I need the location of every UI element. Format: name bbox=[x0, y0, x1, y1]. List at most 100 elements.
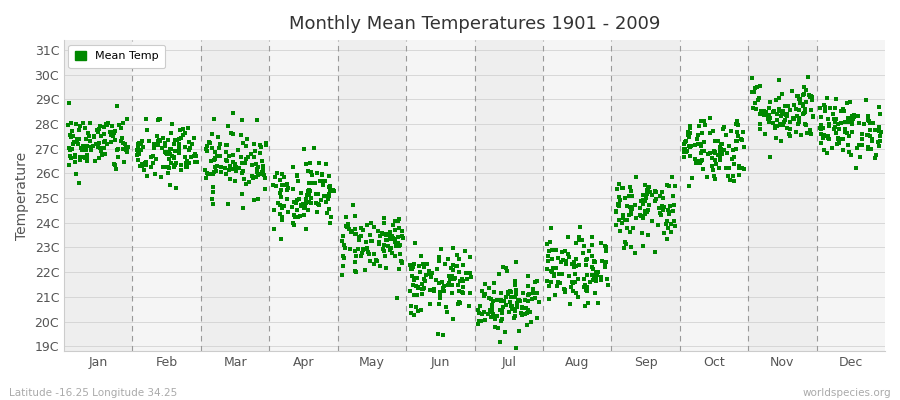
Point bbox=[729, 138, 743, 145]
Point bbox=[97, 124, 112, 130]
Point bbox=[770, 97, 784, 104]
Point bbox=[508, 259, 523, 266]
Point bbox=[500, 289, 515, 295]
Point bbox=[67, 139, 81, 146]
Point bbox=[854, 142, 868, 148]
Point bbox=[301, 168, 315, 174]
Point bbox=[616, 245, 631, 251]
Point bbox=[493, 290, 508, 296]
Point bbox=[796, 83, 811, 90]
Point bbox=[624, 188, 638, 194]
Point bbox=[92, 155, 106, 162]
Point bbox=[504, 288, 518, 295]
Point bbox=[172, 136, 186, 142]
Point bbox=[79, 136, 94, 142]
Point bbox=[166, 154, 181, 160]
Point bbox=[113, 138, 128, 144]
Point bbox=[868, 127, 882, 133]
Point bbox=[520, 322, 535, 328]
Point bbox=[413, 253, 428, 260]
Point bbox=[843, 99, 858, 106]
Point bbox=[485, 311, 500, 317]
Point bbox=[320, 161, 334, 167]
Point bbox=[711, 138, 725, 144]
Point bbox=[432, 258, 446, 264]
Point bbox=[857, 121, 871, 127]
Point bbox=[236, 205, 250, 212]
Point bbox=[512, 297, 526, 303]
Point bbox=[172, 146, 186, 152]
Point bbox=[599, 275, 614, 282]
Point bbox=[794, 132, 808, 138]
Point bbox=[454, 289, 469, 296]
Point bbox=[845, 116, 859, 122]
Point bbox=[421, 268, 436, 274]
Point bbox=[569, 262, 583, 269]
Point bbox=[310, 209, 324, 215]
Point bbox=[569, 240, 583, 246]
Point bbox=[778, 103, 792, 110]
Point bbox=[551, 255, 565, 261]
Point bbox=[62, 162, 77, 168]
Point bbox=[691, 158, 706, 164]
Point bbox=[107, 161, 122, 167]
Point bbox=[228, 178, 242, 184]
Point bbox=[573, 224, 588, 230]
Point bbox=[290, 207, 304, 213]
Point bbox=[612, 217, 626, 223]
Point bbox=[477, 291, 491, 298]
Point bbox=[383, 236, 398, 242]
Point bbox=[569, 290, 583, 296]
Point bbox=[118, 140, 132, 147]
Point bbox=[130, 146, 145, 153]
Point bbox=[412, 263, 427, 270]
Point bbox=[771, 108, 786, 114]
Point bbox=[566, 280, 580, 286]
Point bbox=[140, 116, 154, 123]
Point bbox=[789, 106, 804, 113]
Point bbox=[521, 273, 535, 280]
Point bbox=[70, 136, 85, 142]
Point bbox=[463, 270, 477, 277]
Point bbox=[508, 282, 522, 288]
Point bbox=[362, 251, 376, 257]
Point bbox=[418, 272, 433, 278]
Point bbox=[827, 116, 842, 122]
Point bbox=[404, 302, 419, 309]
Point bbox=[407, 311, 421, 318]
Point bbox=[783, 107, 797, 114]
Point bbox=[690, 140, 705, 147]
Point bbox=[832, 140, 846, 146]
Point bbox=[578, 281, 592, 288]
Point bbox=[851, 142, 866, 148]
Point bbox=[599, 248, 614, 254]
Point bbox=[98, 150, 112, 157]
Point bbox=[657, 230, 671, 236]
Point bbox=[842, 133, 856, 140]
Point bbox=[341, 226, 356, 232]
Point bbox=[845, 120, 859, 127]
Point bbox=[286, 186, 301, 192]
Point bbox=[156, 164, 170, 170]
Point bbox=[86, 133, 101, 139]
Point bbox=[707, 157, 722, 163]
Point bbox=[642, 184, 656, 191]
Point bbox=[841, 100, 855, 106]
Point bbox=[713, 144, 727, 150]
Point bbox=[303, 187, 318, 194]
Point bbox=[309, 199, 323, 206]
Point bbox=[581, 248, 596, 255]
Point bbox=[220, 200, 235, 207]
Point bbox=[509, 304, 524, 311]
Point bbox=[494, 297, 508, 304]
Point bbox=[441, 282, 455, 288]
Point bbox=[731, 133, 745, 140]
Point bbox=[697, 118, 711, 124]
Point bbox=[80, 143, 94, 149]
Point bbox=[822, 120, 836, 127]
Point bbox=[661, 206, 675, 213]
Point bbox=[385, 232, 400, 239]
Point bbox=[132, 151, 147, 157]
Point bbox=[130, 152, 144, 159]
Point bbox=[226, 130, 240, 137]
